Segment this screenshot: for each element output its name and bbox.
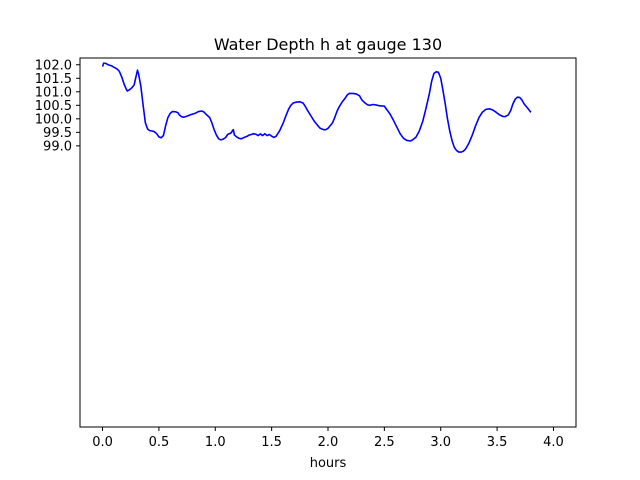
plot-area: 0.0 0.5 1.0 1.5 2.0 2.5 3.0 3.5 4.0 99.099.5100.0… bbox=[35, 57, 577, 450]
chart-title: Water Depth h at gauge 130 bbox=[214, 35, 442, 54]
x-axis-label: hours bbox=[310, 456, 347, 471]
y-tick-label: 99.5 bbox=[43, 126, 72, 141]
x-tick-label: 0.5 bbox=[149, 435, 170, 450]
x-tick-label: 1.5 bbox=[261, 435, 282, 450]
x-tick-label: 4.0 bbox=[543, 435, 564, 450]
x-tick-label: 1.0 bbox=[205, 435, 226, 450]
y-tick-label: 102.0 bbox=[35, 58, 72, 73]
y-tick-label: 100.0 bbox=[35, 112, 72, 127]
x-tick-label: 3.0 bbox=[430, 435, 451, 450]
x-tick-label: 3.5 bbox=[487, 435, 508, 450]
y-tick-label: 99.0 bbox=[43, 139, 72, 154]
x-tick-label: 2.0 bbox=[318, 435, 339, 450]
series-line-0 bbox=[101, 62, 532, 153]
y-tick-label: 101.0 bbox=[35, 85, 72, 100]
x-tick-label: 2.5 bbox=[374, 435, 395, 450]
x-tick-label: 0.0 bbox=[92, 435, 113, 450]
y-tick-label: 101.5 bbox=[35, 72, 72, 87]
y-tick-label: 100.5 bbox=[35, 99, 72, 114]
